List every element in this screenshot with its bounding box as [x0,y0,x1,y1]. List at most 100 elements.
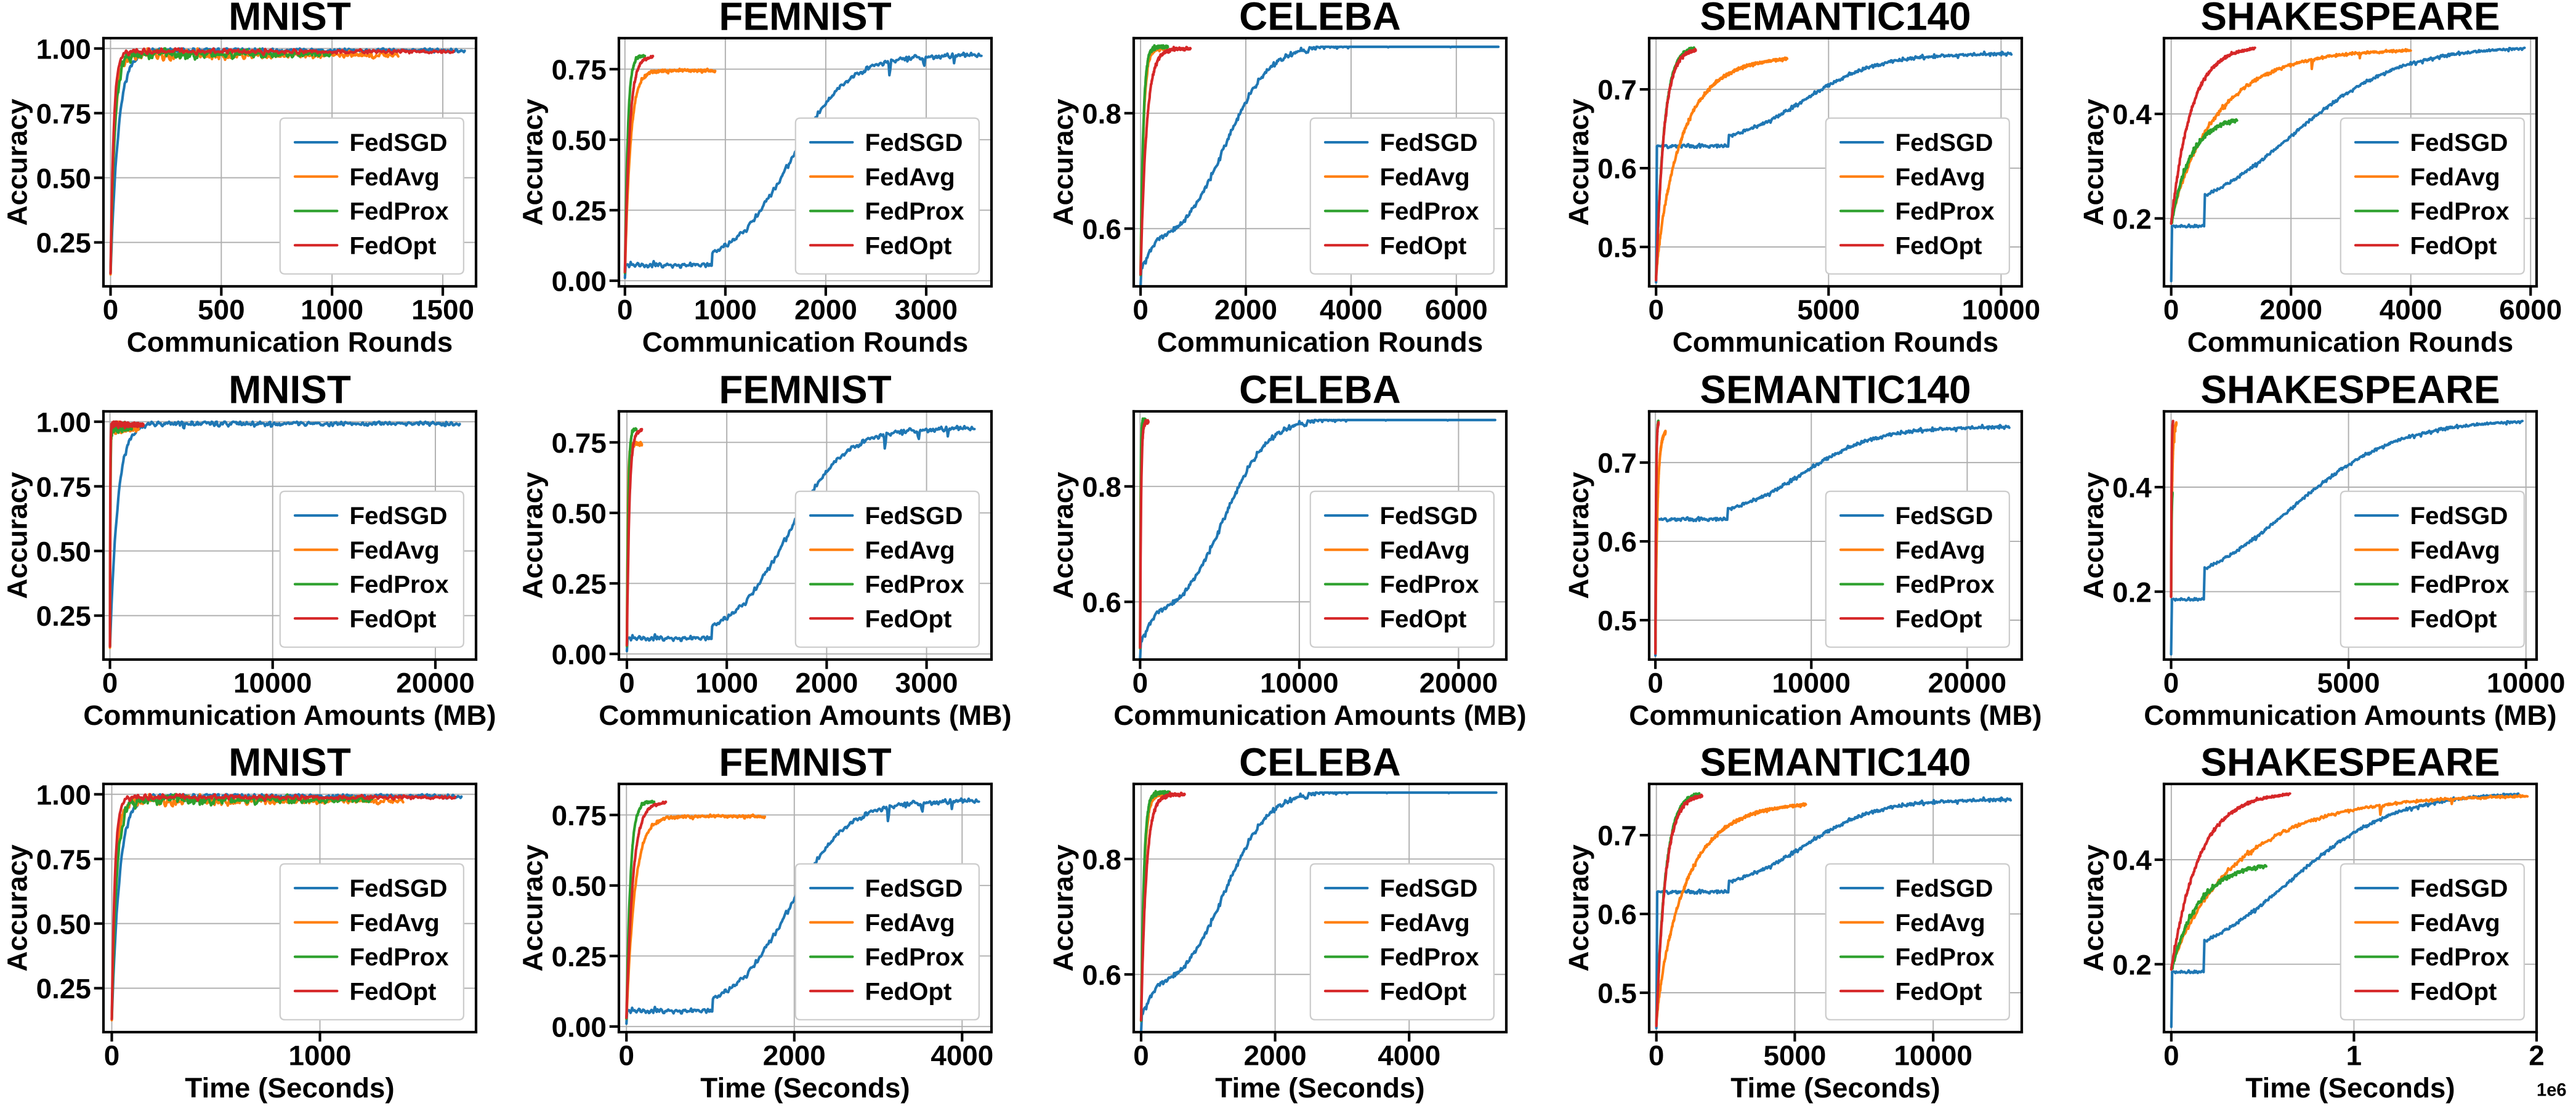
svg-text:1000: 1000 [289,1040,352,1072]
svg-text:0.5: 0.5 [1597,232,1637,264]
svg-text:SHAKESPEARE: SHAKESPEARE [2201,373,2500,412]
svg-text:FedSGD: FedSGD [1895,875,1993,902]
svg-text:0.50: 0.50 [36,536,91,567]
svg-text:FedAvg: FedAvg [2410,536,2500,564]
svg-text:Communication Rounds: Communication Rounds [1157,326,1484,358]
svg-text:FedOpt: FedOpt [865,605,951,632]
svg-text:FedOpt: FedOpt [350,605,437,632]
svg-text:0: 0 [618,1040,634,1072]
svg-text:FedSGD: FedSGD [1380,129,1478,156]
svg-text:SHAKESPEARE: SHAKESPEARE [2201,746,2500,785]
svg-text:FedSGD: FedSGD [865,129,963,156]
svg-text:Time (Seconds): Time (Seconds) [1215,1072,1424,1104]
svg-text:0: 0 [1133,1040,1149,1072]
svg-text:CELEBA: CELEBA [1239,373,1401,412]
svg-text:FedAvg: FedAvg [1895,163,1985,191]
svg-text:Communication Rounds: Communication Rounds [1672,326,1998,358]
svg-text:Accuracy: Accuracy [1048,99,1079,226]
svg-text:10000: 10000 [1260,667,1338,698]
svg-text:FedAvg: FedAvg [865,909,955,937]
svg-text:FedOpt: FedOpt [1895,605,1982,632]
svg-text:FedProx: FedProx [1380,943,1480,971]
svg-text:0: 0 [2163,667,2179,698]
svg-text:0.50: 0.50 [551,124,606,156]
svg-text:0.5: 0.5 [1597,605,1637,636]
svg-text:FedProx: FedProx [865,943,964,971]
svg-text:Time (Seconds): Time (Seconds) [185,1072,394,1104]
svg-text:FedSGD: FedSGD [1895,502,1993,530]
svg-text:FedOpt: FedOpt [1380,978,1467,1006]
svg-text:1000: 1000 [695,667,758,698]
svg-text:4000: 4000 [931,1040,993,1072]
svg-text:5000: 5000 [2317,667,2380,698]
svg-text:Accuracy: Accuracy [517,99,548,226]
svg-text:FedOpt: FedOpt [2410,605,2497,632]
svg-text:FedProx: FedProx [350,943,450,971]
svg-text:6000: 6000 [2500,294,2562,325]
svg-text:FedOpt: FedOpt [865,978,951,1006]
svg-text:0: 0 [2163,294,2179,325]
svg-text:MNIST: MNIST [228,373,351,412]
svg-text:Accuracy: Accuracy [1048,471,1079,599]
svg-text:Time (Seconds): Time (Seconds) [2246,1072,2455,1104]
svg-text:FedAvg: FedAvg [350,909,440,937]
svg-text:Accuracy: Accuracy [1563,99,1594,226]
svg-text:0.00: 0.00 [551,265,606,297]
svg-text:0: 0 [617,294,633,325]
svg-text:FedProx: FedProx [2410,943,2510,971]
svg-text:2000: 2000 [795,667,858,698]
svg-text:0.2: 0.2 [2113,203,2152,235]
svg-text:0: 0 [103,294,119,325]
svg-text:Time (Seconds): Time (Seconds) [1730,1072,1940,1104]
svg-text:Communication Amounts (MB): Communication Amounts (MB) [599,699,1011,730]
svg-text:0.8: 0.8 [1082,98,1121,129]
svg-text:Accuracy: Accuracy [2,99,33,226]
svg-text:FedProx: FedProx [350,570,450,598]
svg-text:Time (Seconds): Time (Seconds) [700,1072,910,1104]
svg-text:FedSGD: FedSGD [350,502,448,530]
svg-text:0: 0 [1133,294,1149,325]
svg-text:FEMNIST: FEMNIST [719,746,891,785]
svg-text:2: 2 [2529,1040,2545,1072]
svg-text:FedProx: FedProx [865,570,964,598]
svg-text:FEMNIST: FEMNIST [719,373,891,412]
svg-text:10000: 10000 [233,667,312,698]
svg-text:FedSGD: FedSGD [350,875,448,902]
svg-text:2000: 2000 [1244,1040,1307,1072]
svg-text:Accuracy: Accuracy [2078,844,2109,972]
svg-text:6000: 6000 [1425,294,1488,325]
svg-text:0.50: 0.50 [36,163,91,194]
svg-text:FedOpt: FedOpt [1895,978,1982,1006]
svg-text:10000: 10000 [1961,294,2040,325]
svg-text:0.6: 0.6 [1597,153,1637,185]
svg-text:FedAvg: FedAvg [1380,163,1470,191]
svg-text:0.75: 0.75 [36,98,91,129]
svg-text:Communication Amounts (MB): Communication Amounts (MB) [1629,699,2041,730]
svg-text:FedAvg: FedAvg [2410,909,2500,937]
svg-text:FedAvg: FedAvg [865,536,955,564]
svg-text:0.75: 0.75 [36,844,91,876]
svg-text:SEMANTIC140: SEMANTIC140 [1700,746,1971,785]
svg-text:0: 0 [104,1040,120,1072]
svg-text:0: 0 [1648,294,1664,325]
svg-text:2000: 2000 [794,294,857,325]
svg-text:FedSGD: FedSGD [865,875,963,902]
svg-text:SEMANTIC140: SEMANTIC140 [1700,0,1971,39]
svg-text:0.4: 0.4 [2113,845,2152,876]
svg-text:10000: 10000 [1894,1040,1972,1072]
svg-text:Accuracy: Accuracy [1563,471,1594,599]
svg-text:0.7: 0.7 [1597,820,1637,852]
svg-text:Accuracy: Accuracy [2,471,33,599]
svg-text:FedSGD: FedSGD [1380,502,1478,530]
svg-text:4000: 4000 [1378,1040,1440,1072]
svg-text:FedProx: FedProx [1895,198,1995,225]
svg-text:1.00: 1.00 [36,406,91,438]
svg-text:3000: 3000 [895,667,958,698]
svg-text:0.6: 0.6 [1597,899,1637,931]
svg-text:FedAvg: FedAvg [2410,163,2500,191]
svg-text:2000: 2000 [2260,294,2323,325]
svg-text:FedSGD: FedSGD [1895,129,1993,156]
svg-text:0.25: 0.25 [551,568,606,600]
svg-text:0: 0 [1647,667,1663,698]
svg-text:FedOpt: FedOpt [1895,232,1982,259]
